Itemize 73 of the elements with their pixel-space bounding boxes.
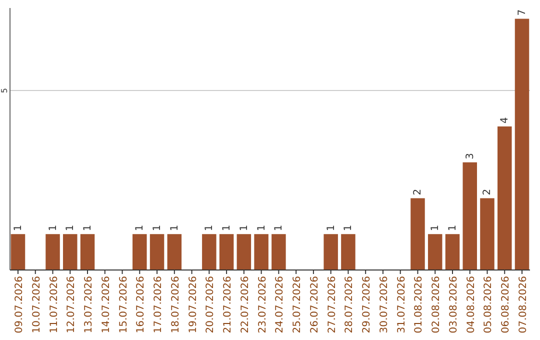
data-label: 2	[412, 188, 424, 196]
data-label: 1	[48, 224, 59, 232]
data-label: 1	[256, 224, 268, 232]
x-tick-label: 02.08.2026	[431, 276, 442, 334]
data-label: 1	[152, 224, 164, 232]
x-tick-label: 14.07.2026	[100, 276, 112, 334]
x-tick-label: 21.07.2026	[222, 276, 234, 334]
x-tick-label: 24.07.2026	[274, 276, 286, 334]
x-tick-label: 25.07.2026	[292, 276, 304, 334]
x-tick-label: 15.07.2026	[118, 276, 130, 334]
bar	[236, 234, 252, 270]
data-label: 1	[82, 224, 94, 232]
x-tick-label: 06.08.2026	[500, 276, 512, 334]
x-tick-label: 20.07.2026	[205, 276, 216, 334]
bar	[202, 234, 216, 270]
x-tick-label: 16.07.2026	[136, 276, 147, 334]
x-tick-label: 22.07.2026	[240, 276, 251, 334]
data-label: 1	[169, 224, 180, 232]
data-label: 1	[65, 224, 76, 232]
bar	[63, 234, 78, 270]
bar	[254, 234, 268, 270]
x-tick-label: 03.08.2026	[448, 276, 460, 334]
x-tick-label: 05.08.2026	[483, 276, 494, 334]
x-tick-label: 27.07.2026	[326, 276, 338, 334]
x-tick-label: 26.07.2026	[309, 276, 320, 334]
x-tick-label: 29.07.2026	[362, 276, 373, 334]
x-tick-label: 13.07.2026	[84, 276, 95, 334]
bar	[428, 234, 442, 270]
bar	[410, 198, 425, 270]
data-label: 1	[447, 224, 458, 232]
data-label: 1	[12, 224, 24, 232]
bar	[219, 234, 234, 270]
bar	[167, 234, 182, 270]
bar	[445, 234, 460, 270]
y-tick-label: 5	[0, 88, 9, 94]
bar	[80, 234, 95, 270]
x-tick-label: 07.08.2026	[518, 276, 530, 334]
data-label: 3	[464, 152, 476, 160]
data-label: 1	[238, 224, 250, 232]
x-tick-label: 30.07.2026	[378, 276, 390, 334]
x-tick-label: 04.08.2026	[466, 276, 477, 334]
bar	[324, 234, 338, 270]
x-tick-label: 09.07.2026	[14, 276, 25, 334]
bar	[132, 234, 147, 270]
data-label: 7	[517, 9, 528, 16]
bar	[150, 234, 164, 270]
x-tick-label: 31.07.2026	[396, 276, 408, 334]
data-label: 4	[500, 117, 511, 124]
data-label: 1	[134, 224, 146, 232]
bar	[498, 126, 512, 270]
x-tick-label: 11.07.2026	[48, 276, 60, 334]
data-label: 1	[222, 224, 233, 232]
bar	[46, 234, 60, 270]
x-tick-label: 23.07.2026	[257, 276, 268, 334]
bar	[514, 18, 530, 270]
bar	[480, 198, 494, 270]
data-label: 1	[326, 224, 337, 232]
data-label: 1	[343, 224, 354, 232]
x-tick-label: 17.07.2026	[153, 276, 164, 334]
x-tick-label: 28.07.2026	[344, 276, 356, 334]
data-label: 2	[482, 188, 494, 196]
x-tick-label: 12.07.2026	[66, 276, 78, 334]
x-tick-label: 01.08.2026	[414, 276, 425, 334]
x-tick-label: 18.07.2026	[170, 276, 182, 334]
data-label: 1	[204, 224, 216, 232]
data-label: 1	[274, 224, 285, 232]
bar	[10, 234, 26, 270]
data-label: 1	[430, 224, 442, 232]
bar	[341, 234, 356, 270]
bar	[462, 162, 477, 270]
x-tick-label: 19.07.2026	[188, 276, 199, 334]
bar	[272, 234, 286, 270]
x-tick-label: 10.07.2026	[31, 276, 42, 334]
